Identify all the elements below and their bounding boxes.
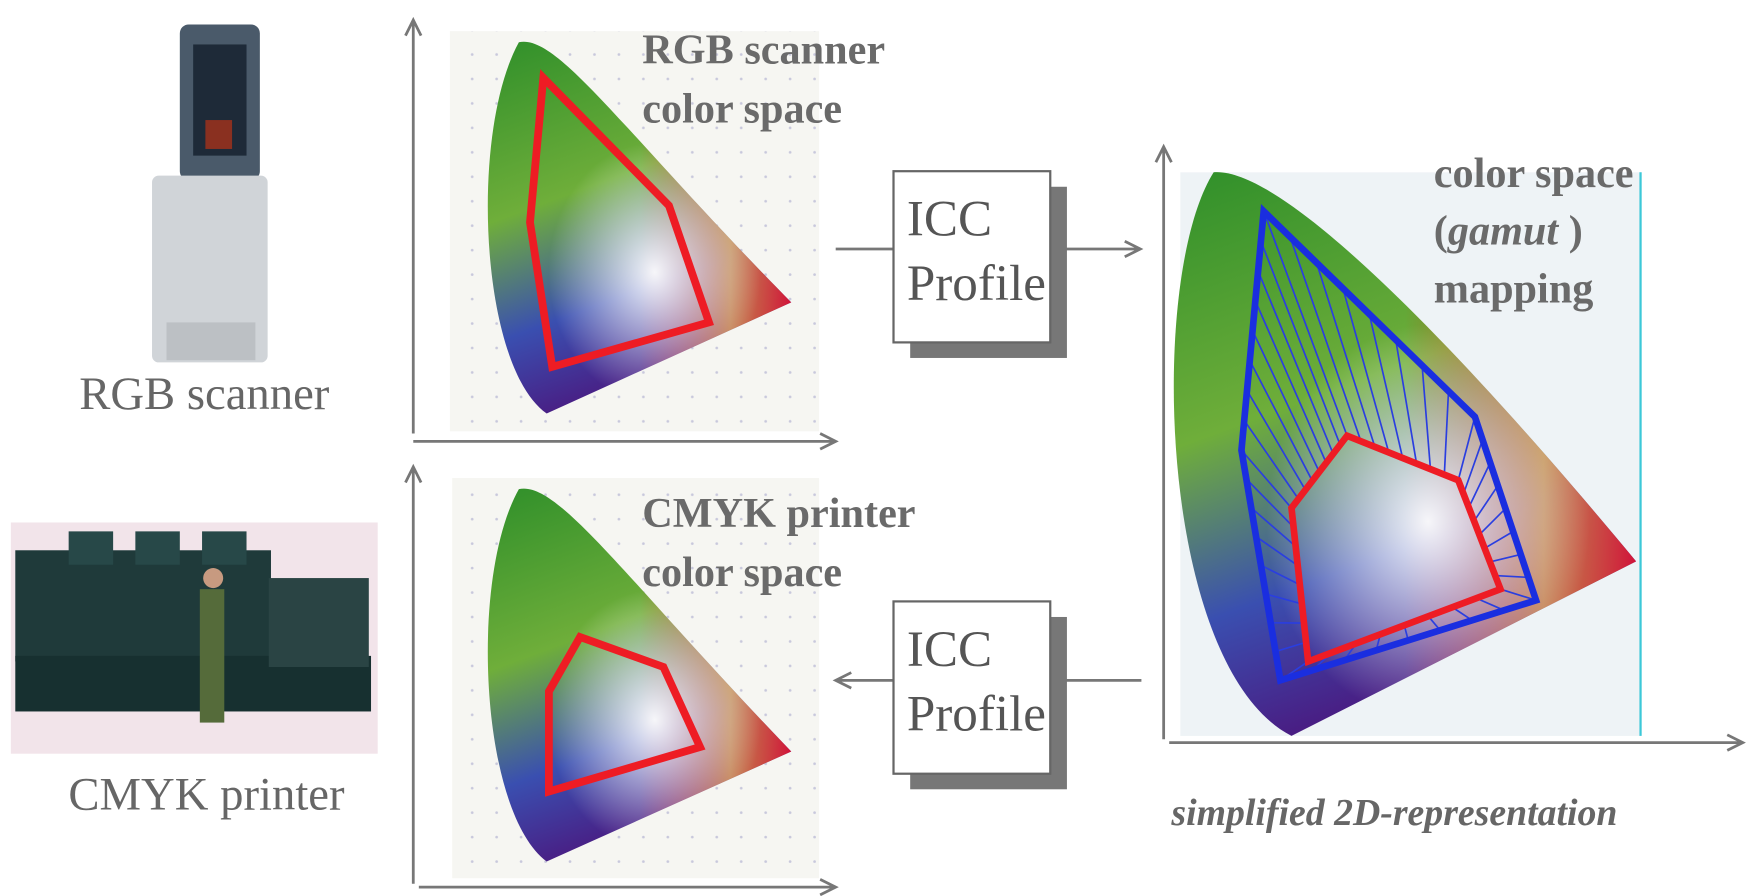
mapping-line [1250, 507, 1297, 548]
device-label: RGB scanner [79, 368, 330, 420]
gamut-outline [1288, 431, 1505, 667]
mapping-line [1342, 288, 1390, 453]
mapping-line [1495, 574, 1529, 579]
mapping-line [1478, 507, 1507, 536]
mapping-line [1489, 553, 1521, 563]
mapping-line [1254, 300, 1327, 464]
mapping-line [1473, 485, 1499, 522]
mapping-line [1484, 530, 1514, 550]
gamut-diagram [487, 488, 792, 862]
panel-title: CMYK printer color space [642, 490, 915, 596]
profile-label: ICC Profile [907, 191, 1046, 312]
mapping-line [1500, 588, 1537, 602]
mapping-line [1240, 449, 1293, 509]
mapping-line [1315, 262, 1376, 448]
profile-label: ICC Profile [907, 621, 1046, 742]
mapping-line [1394, 339, 1418, 464]
mapping-line [1260, 240, 1341, 446]
mapping-line [1245, 478, 1295, 528]
mapping-line [1265, 593, 1303, 605]
axes [404, 463, 839, 896]
mapping-line [1443, 391, 1450, 475]
profile-box [892, 170, 1052, 344]
mapping-line [1457, 416, 1476, 481]
mapping-line [1246, 390, 1307, 491]
mapping-line [1255, 535, 1299, 567]
caption: simplified 2D-representation [1170, 792, 1617, 834]
profile-box [892, 600, 1052, 775]
mapping-line [1251, 330, 1321, 473]
mapping-line [1260, 564, 1301, 586]
mapping-line [1462, 439, 1484, 495]
mapping-line [1275, 641, 1307, 653]
gamut-diagram [487, 41, 792, 414]
mapping-line [1243, 419, 1300, 500]
device-label: CMYK printer [68, 768, 345, 820]
mapping-line [1249, 360, 1314, 482]
axes [404, 16, 839, 451]
gamut-outline [1238, 203, 1541, 685]
printer-image [10, 522, 378, 754]
panel-title: RGB scanner color space [642, 26, 885, 132]
mapping-line [1257, 270, 1334, 455]
mapping-line [1262, 210, 1348, 437]
mapping-line [1421, 365, 1432, 470]
scanner-image [152, 24, 268, 363]
axes [1154, 143, 1746, 752]
mapping-line [1289, 236, 1362, 442]
gamut-diagram [1173, 172, 1637, 736]
mapping-label: color space (gamut ) mapping [1434, 150, 1634, 313]
mapping-line [1468, 462, 1491, 508]
mapping-line [1368, 313, 1404, 459]
